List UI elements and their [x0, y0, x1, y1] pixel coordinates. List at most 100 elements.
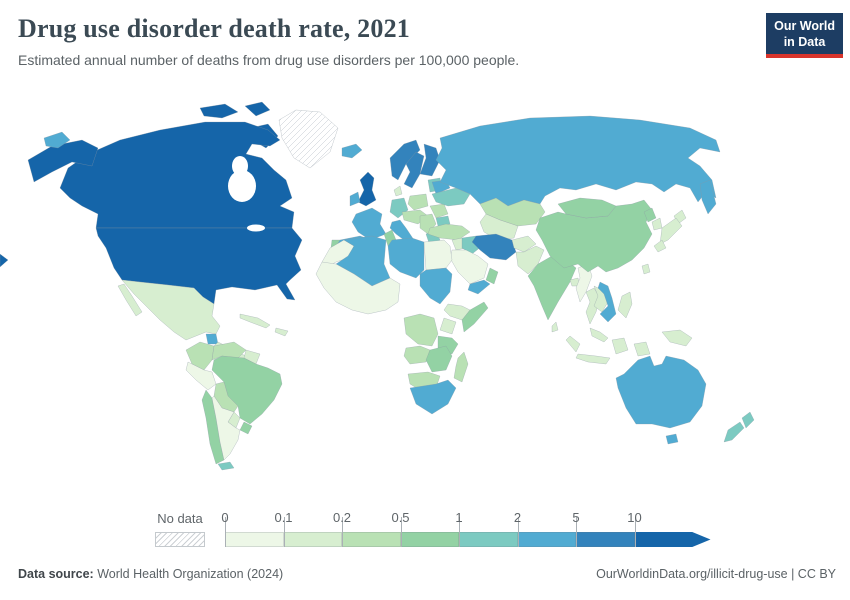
license-link[interactable]: OurWorldinData.org/illicit-drug-use | CC… — [596, 567, 836, 581]
region-russia[interactable] — [435, 115, 721, 207]
region-madagascar[interactable] — [453, 351, 469, 383]
region-australia[interactable] — [615, 355, 707, 429]
legend-tick-label: 0.2 — [332, 510, 352, 525]
region-java[interactable] — [575, 353, 611, 365]
region-guatemala[interactable] — [205, 333, 219, 345]
owid-logo[interactable]: Our World in Data — [766, 13, 843, 58]
legend-segment[interactable] — [283, 532, 342, 547]
region-west-africa[interactable] — [315, 261, 401, 315]
data-source-value: World Health Organization (2024) — [97, 567, 284, 581]
region-zambia-zimbabwe[interactable] — [425, 345, 453, 373]
region-canada-arctic-islands[interactable] — [244, 101, 271, 117]
region-saudi-arabia[interactable] — [449, 249, 489, 285]
region-nz-north-island[interactable] — [741, 411, 755, 429]
region-tasmania[interactable] — [665, 433, 679, 445]
region-kamchatka[interactable] — [699, 179, 717, 215]
region-canada[interactable] — [59, 121, 295, 229]
region-drc[interactable] — [403, 313, 439, 347]
region-baja-california[interactable] — [117, 283, 143, 317]
region-sulawesi[interactable] — [633, 341, 651, 357]
data-source: Data source: World Health Organization (… — [18, 567, 283, 581]
legend-tick-line — [283, 517, 285, 547]
legend-segment[interactable] — [576, 532, 635, 547]
page-subtitle: Estimated annual number of deaths from d… — [18, 52, 520, 68]
region-kenya[interactable] — [439, 317, 457, 335]
legend-segment[interactable] — [342, 532, 401, 547]
region-ireland[interactable] — [349, 191, 361, 207]
region-bulgaria[interactable] — [435, 215, 451, 227]
legend-tick-line — [576, 517, 577, 547]
region-angola[interactable] — [403, 345, 431, 365]
region-hispaniola[interactable] — [274, 327, 289, 337]
region-egypt[interactable] — [423, 239, 453, 271]
legend-tick-line — [517, 517, 519, 547]
region-sri-lanka[interactable] — [551, 321, 559, 333]
region-taiwan[interactable] — [641, 263, 651, 275]
region-poland[interactable] — [407, 193, 429, 211]
region-tierra-del-fuego[interactable] — [217, 461, 235, 471]
region-romania[interactable] — [429, 203, 449, 219]
region-oman[interactable] — [485, 267, 499, 285]
logo-line1: Our World — [774, 19, 835, 33]
legend-tick-line — [225, 517, 226, 547]
region-honshu[interactable] — [659, 217, 683, 245]
no-data-swatch[interactable] — [155, 532, 205, 547]
region-philippines[interactable] — [617, 291, 633, 319]
region-uk[interactable] — [357, 171, 377, 207]
region-pakistan[interactable] — [515, 245, 545, 275]
region-iceland[interactable] — [341, 143, 363, 159]
region-vietnam[interactable] — [597, 281, 617, 323]
legend-tick-label: 2 — [513, 510, 522, 525]
region-somalia[interactable] — [461, 301, 489, 333]
legend-segment[interactable] — [225, 532, 284, 547]
region-papua-new-guinea[interactable] — [661, 329, 693, 347]
legend-tick-label: 0.5 — [391, 510, 410, 525]
region-nz-south-island[interactable] — [723, 421, 745, 443]
legend-segment[interactable] — [459, 532, 518, 547]
region-uruguay[interactable] — [239, 421, 253, 435]
region-south-africa[interactable] — [409, 379, 457, 415]
region-usa-pacific-fragment[interactable] — [0, 253, 9, 268]
legend-tick-label: 10 — [627, 510, 642, 525]
region-cuba[interactable] — [239, 313, 271, 329]
region-thailand[interactable] — [585, 287, 601, 325]
region-sudan[interactable] — [419, 267, 453, 305]
region-libya[interactable] — [387, 237, 425, 279]
legend-tick-line — [634, 517, 636, 547]
legend-segment[interactable] — [517, 532, 576, 547]
region-sumatra[interactable] — [565, 335, 581, 353]
region-france[interactable] — [351, 207, 387, 241]
region-canada-arctic-islands[interactable] — [199, 103, 239, 119]
region-greenland[interactable] — [278, 109, 339, 169]
region-malaysia[interactable] — [589, 327, 609, 343]
world-map-container — [0, 88, 850, 508]
region-kyushu[interactable] — [653, 239, 667, 253]
region-yemen[interactable] — [467, 279, 491, 295]
region-usa[interactable] — [95, 227, 303, 305]
region-turkey[interactable] — [427, 223, 471, 241]
legend-segments — [225, 532, 711, 547]
legend-tick-line — [459, 517, 460, 547]
region-denmark[interactable] — [393, 185, 403, 197]
region-north-korea[interactable] — [643, 207, 657, 223]
region-chukotka[interactable] — [43, 131, 71, 149]
world-map — [0, 101, 755, 471]
legend-tick-label: 0.1 — [274, 510, 293, 525]
region-argentina[interactable] — [211, 395, 241, 461]
region-sweden[interactable] — [403, 151, 425, 189]
no-data-label: No data — [157, 511, 203, 526]
region-iran[interactable] — [471, 233, 517, 261]
legend-tick-line — [400, 517, 402, 547]
region-peru[interactable] — [185, 361, 217, 391]
hudson-bay — [228, 170, 256, 202]
region-mongolia[interactable] — [557, 197, 617, 219]
legend-segment[interactable] — [400, 532, 459, 547]
region-afghanistan[interactable] — [511, 235, 537, 253]
page-title: Drug use disorder death rate, 2021 — [18, 14, 410, 43]
legend-tick-line — [342, 517, 343, 547]
region-south-korea[interactable] — [651, 217, 663, 231]
legend-segment[interactable] — [634, 532, 711, 547]
chart-footer: Data source: World Health Organization (… — [18, 567, 836, 581]
region-borneo[interactable] — [611, 337, 629, 355]
region-finland[interactable] — [419, 143, 441, 177]
